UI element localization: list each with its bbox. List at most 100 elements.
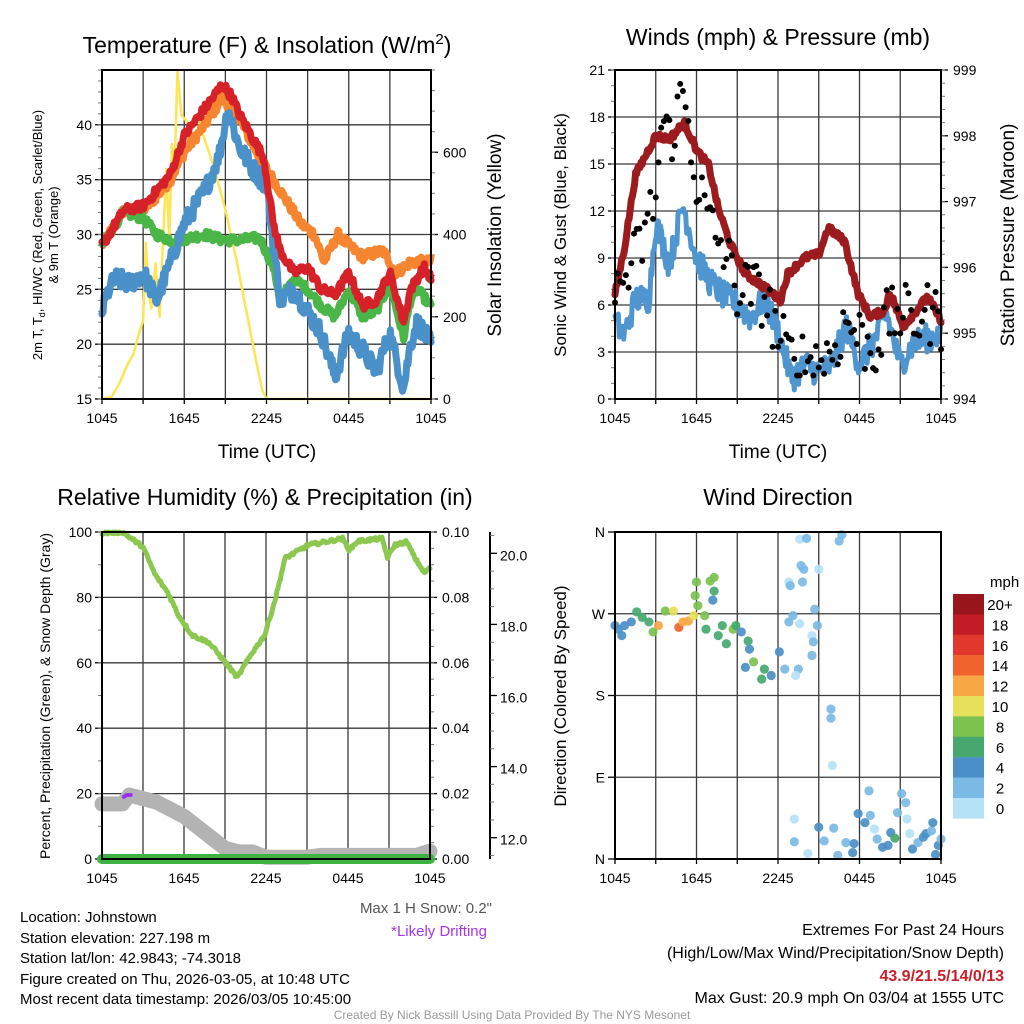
gust-point — [688, 159, 695, 166]
wind-direction-point — [644, 617, 654, 627]
station-latlon: Station lat/lon: 42.9843; -74.3018 — [20, 950, 241, 967]
gust-point — [685, 117, 692, 124]
wind-direction-point — [864, 786, 874, 796]
wind-direction-point — [797, 577, 808, 587]
gust-point — [622, 272, 629, 279]
snow-tick-label: 18.0 — [500, 618, 527, 634]
y-tick-label: 3 — [597, 344, 605, 360]
gust-point — [620, 279, 627, 286]
wind-direction-point — [774, 647, 784, 657]
y-tick-label: 20 — [76, 336, 92, 352]
wind-direction-point — [883, 840, 893, 850]
wind-direction-point — [619, 620, 630, 631]
gust-point — [924, 282, 931, 289]
gust-point — [739, 292, 746, 299]
wind-direction-point — [905, 828, 915, 839]
gust-point — [625, 284, 632, 291]
gust-point — [864, 333, 871, 340]
snow-tick-label: 12.0 — [500, 832, 527, 848]
gust-point — [655, 159, 662, 166]
y-tick-label: N — [595, 851, 605, 867]
gust-point — [780, 313, 787, 320]
colorbar-swatch — [953, 594, 984, 615]
wind-direction-point — [799, 564, 809, 574]
x-tick-label: 1045 — [599, 870, 630, 886]
gust-point — [720, 264, 727, 271]
gust-point — [897, 330, 904, 337]
winds-chart: 1045 1645 2245 0445 1045 0 3 6 9 12 15 18 21 994 995 99… — [589, 62, 976, 426]
gust-point — [701, 192, 708, 199]
gust-point — [791, 355, 798, 362]
gust-point — [826, 348, 833, 355]
gust-point — [731, 282, 738, 289]
gust-point — [631, 230, 638, 237]
temperature-x-axis-title: Time (UTC) — [218, 442, 317, 463]
gust-point — [861, 365, 868, 372]
gust-point — [905, 290, 912, 297]
gust-point — [856, 311, 863, 318]
x-tick-label: 1045 — [925, 870, 956, 886]
gust-point — [674, 93, 681, 100]
gust-point — [821, 370, 828, 377]
colorbar-label: 0 — [996, 801, 1004, 818]
x-tick-label: 1645 — [681, 410, 712, 426]
wind-direction-point — [690, 590, 700, 601]
wind-direction-point — [759, 664, 770, 674]
gust-point — [837, 353, 844, 360]
extremes-values: 43.9/21.5/14/0/13 — [879, 968, 1004, 985]
wind-direction-point — [849, 838, 859, 849]
x-tick-label: 1045 — [414, 870, 445, 886]
gust-point — [723, 255, 730, 262]
wind-direction-point — [717, 620, 727, 631]
gust-point — [894, 305, 901, 312]
gust-point — [880, 304, 887, 311]
y2-tick-label: 994 — [953, 391, 977, 407]
wind-direction-point — [853, 808, 863, 819]
wind-direction-point — [748, 657, 759, 667]
colorbar-swatch — [953, 757, 984, 778]
plot-frame — [614, 531, 942, 860]
colorbar-label: 10 — [992, 699, 1009, 716]
x-tick-label: 1645 — [168, 870, 199, 886]
y2-tick-label: 600 — [443, 144, 467, 160]
gust-point — [886, 330, 893, 337]
gust-point — [796, 372, 803, 379]
max-snow-note: Max 1 H Snow: 0.2" — [360, 900, 492, 917]
gust-point — [927, 341, 934, 348]
gust-point — [717, 237, 724, 244]
wind-direction-point — [689, 610, 699, 621]
gust-point — [921, 306, 928, 313]
max-gust: Max Gust: 20.9 mph On 03/04 at 1555 UTC — [695, 990, 1005, 1007]
charts-layer: 1045 1645 2245 0445 104515202530354002004006… — [69, 62, 1020, 886]
gust-point — [772, 307, 779, 314]
wind-direction-point — [814, 564, 824, 574]
wind-direction-point — [785, 580, 795, 591]
wind-direction-point — [626, 617, 636, 627]
gust-point — [777, 337, 784, 344]
gust-point — [878, 351, 885, 358]
gust-point — [736, 300, 743, 307]
direction-y-axis-title: Direction (Colored By Speed) — [551, 585, 570, 806]
wind-direction-point — [808, 637, 818, 647]
credit-line: Created By Nick Bassill Using Data Provi… — [334, 1008, 691, 1022]
solar-insolation-line — [100, 68, 433, 401]
gust-point — [639, 257, 646, 264]
wind-direction-point — [709, 586, 719, 596]
gust-point — [834, 361, 841, 368]
x-tick-label: 2245 — [251, 410, 282, 426]
gust-point — [728, 252, 735, 259]
wind-direction-point — [731, 620, 741, 631]
gust-point — [698, 174, 705, 181]
wind-direction-point — [743, 636, 753, 646]
wind-direction-point — [795, 534, 805, 544]
gust-point — [908, 306, 915, 313]
colorbar-swatch — [953, 655, 984, 676]
wind-direction-point — [653, 620, 664, 631]
gust-point — [929, 304, 936, 311]
gust-point — [726, 237, 733, 244]
y2-tick-label: 996 — [953, 259, 977, 275]
y2-tick-label: 997 — [953, 194, 977, 210]
gust-point — [682, 104, 689, 111]
wind-direction-point — [829, 823, 839, 833]
colorbar-label: 16 — [992, 638, 1009, 655]
